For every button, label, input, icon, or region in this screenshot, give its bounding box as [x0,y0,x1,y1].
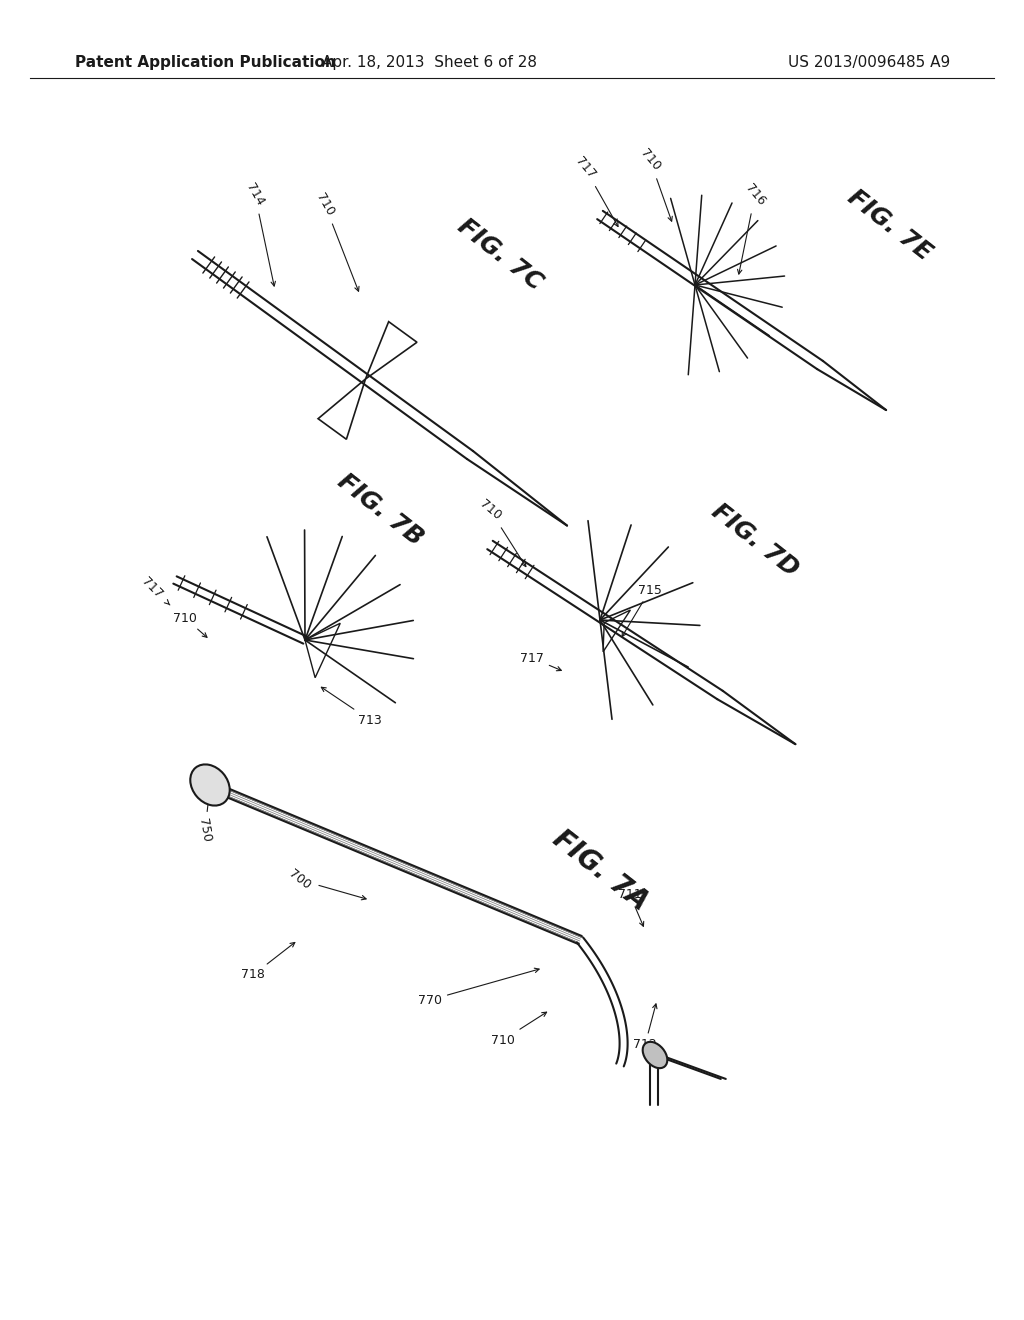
Text: Apr. 18, 2013  Sheet 6 of 28: Apr. 18, 2013 Sheet 6 of 28 [323,54,538,70]
Text: 715: 715 [622,583,662,636]
Text: 710: 710 [637,147,673,222]
Text: 713: 713 [322,688,382,726]
Ellipse shape [190,764,229,805]
Text: 717: 717 [139,576,170,605]
Text: 711: 711 [618,888,644,927]
Text: 716: 716 [737,182,768,275]
Text: FIG. 7B: FIG. 7B [333,470,427,550]
Text: 710: 710 [313,191,359,292]
Text: FIG. 7C: FIG. 7C [453,214,547,296]
Text: Patent Application Publication: Patent Application Publication [75,54,336,70]
Text: 717: 717 [520,652,561,671]
Text: 717: 717 [572,154,618,227]
Text: 718: 718 [241,942,295,982]
Text: 770: 770 [418,968,539,1006]
Text: 710: 710 [173,611,207,638]
Text: FIG. 7A: FIG. 7A [547,824,653,916]
Text: 714: 714 [244,181,275,286]
Text: 710: 710 [492,1012,547,1047]
Text: 710: 710 [477,498,526,566]
Text: 750: 750 [197,791,213,843]
Text: FIG. 7D: FIG. 7D [707,499,803,581]
Text: FIG. 7E: FIG. 7E [844,185,937,265]
Text: US 2013/0096485 A9: US 2013/0096485 A9 [787,54,950,70]
Text: 712: 712 [633,1005,657,1052]
Text: 700: 700 [287,867,367,900]
Ellipse shape [643,1041,668,1068]
